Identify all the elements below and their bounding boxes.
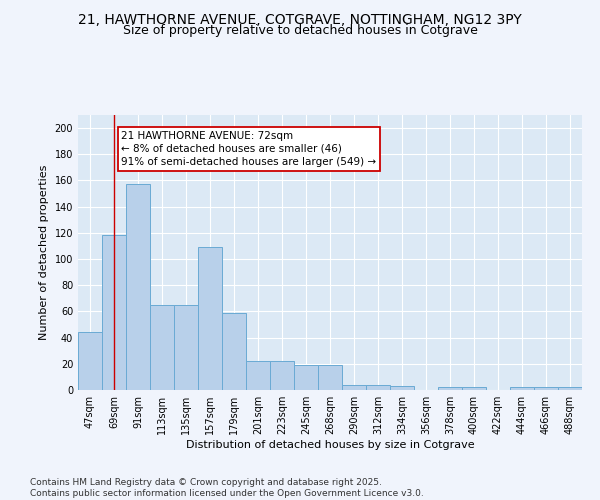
Bar [270, 361, 294, 390]
Bar [78, 332, 102, 390]
Y-axis label: Number of detached properties: Number of detached properties [39, 165, 49, 340]
Text: Size of property relative to detached houses in Cotgrave: Size of property relative to detached ho… [122, 24, 478, 37]
Bar [318, 365, 342, 390]
Bar [534, 388, 558, 390]
Bar [366, 385, 390, 390]
Bar [342, 385, 366, 390]
Bar [150, 305, 174, 390]
Bar [510, 388, 534, 390]
Bar [246, 361, 270, 390]
Bar [222, 312, 246, 390]
X-axis label: Distribution of detached houses by size in Cotgrave: Distribution of detached houses by size … [185, 440, 475, 450]
Bar [294, 365, 318, 390]
Text: 21, HAWTHORNE AVENUE, COTGRAVE, NOTTINGHAM, NG12 3PY: 21, HAWTHORNE AVENUE, COTGRAVE, NOTTINGH… [78, 12, 522, 26]
Bar [102, 236, 126, 390]
Bar [462, 388, 486, 390]
Bar [558, 388, 582, 390]
Text: Contains HM Land Registry data © Crown copyright and database right 2025.
Contai: Contains HM Land Registry data © Crown c… [30, 478, 424, 498]
Bar [126, 184, 150, 390]
Bar [198, 248, 222, 390]
Bar [438, 388, 462, 390]
Text: 21 HAWTHORNE AVENUE: 72sqm
← 8% of detached houses are smaller (46)
91% of semi-: 21 HAWTHORNE AVENUE: 72sqm ← 8% of detac… [121, 130, 376, 167]
Bar [174, 305, 198, 390]
Bar [390, 386, 414, 390]
